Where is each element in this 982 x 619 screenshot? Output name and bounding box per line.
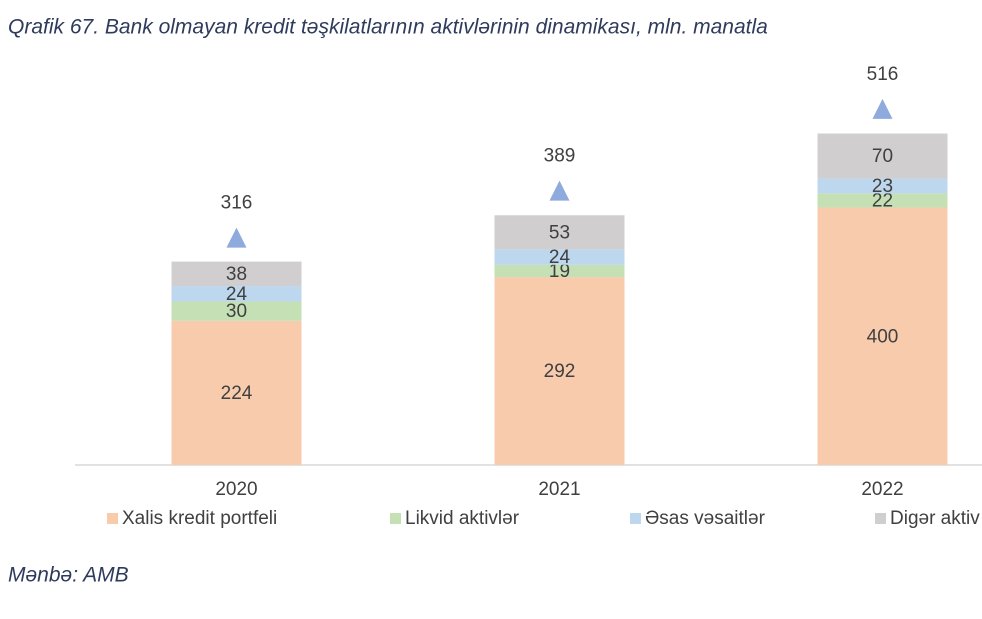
legend-swatch [875, 513, 886, 524]
legend-label: Əsas vəsaitlər [645, 508, 766, 529]
x-tick-label: 2022 [861, 479, 903, 500]
total-marker [549, 180, 570, 201]
bar-segment [494, 215, 625, 250]
data-label: 400 [867, 326, 899, 347]
legend-label: Digər aktiv [890, 508, 980, 529]
chart-title: Qrafik 67. Bank olmayan kredit təşkilatl… [8, 16, 768, 39]
data-label: 22 [872, 190, 893, 211]
bar-segment [494, 277, 625, 465]
legend-swatch [107, 513, 118, 524]
data-label: 53 [549, 222, 570, 243]
bar-segment [817, 133, 948, 179]
total-marker [226, 227, 247, 248]
data-label: 38 [226, 264, 247, 285]
data-label: 19 [549, 261, 570, 282]
data-label: 70 [872, 146, 893, 167]
total-label: 516 [867, 64, 899, 85]
data-label: 292 [544, 361, 576, 382]
bar-segment [494, 249, 625, 265]
data-label: 24 [226, 284, 248, 305]
total-label: 389 [544, 146, 576, 167]
x-tick-label: 2020 [215, 479, 257, 500]
bar-segment [171, 286, 302, 302]
bar-segment [494, 264, 625, 278]
bar-segment [171, 261, 302, 287]
total-marker [872, 98, 893, 119]
legend-swatch [390, 513, 401, 524]
bar-segment [171, 320, 302, 465]
bar-segment [817, 193, 948, 208]
bar-segment [171, 301, 302, 321]
x-tick-label: 2021 [538, 479, 580, 500]
bar-segment [817, 178, 948, 194]
data-label: 23 [872, 176, 893, 197]
legend-label: Likvid aktivlər [405, 508, 520, 529]
data-label: 24 [549, 247, 571, 268]
data-label: 224 [221, 383, 253, 404]
legend-label: Xalis kredit portfeli [122, 508, 277, 529]
legend-swatch [630, 513, 641, 524]
bar-segment [817, 207, 948, 465]
total-label: 316 [221, 193, 253, 214]
source-note: Mənbə: AMB [8, 564, 129, 587]
data-label: 30 [226, 301, 247, 322]
